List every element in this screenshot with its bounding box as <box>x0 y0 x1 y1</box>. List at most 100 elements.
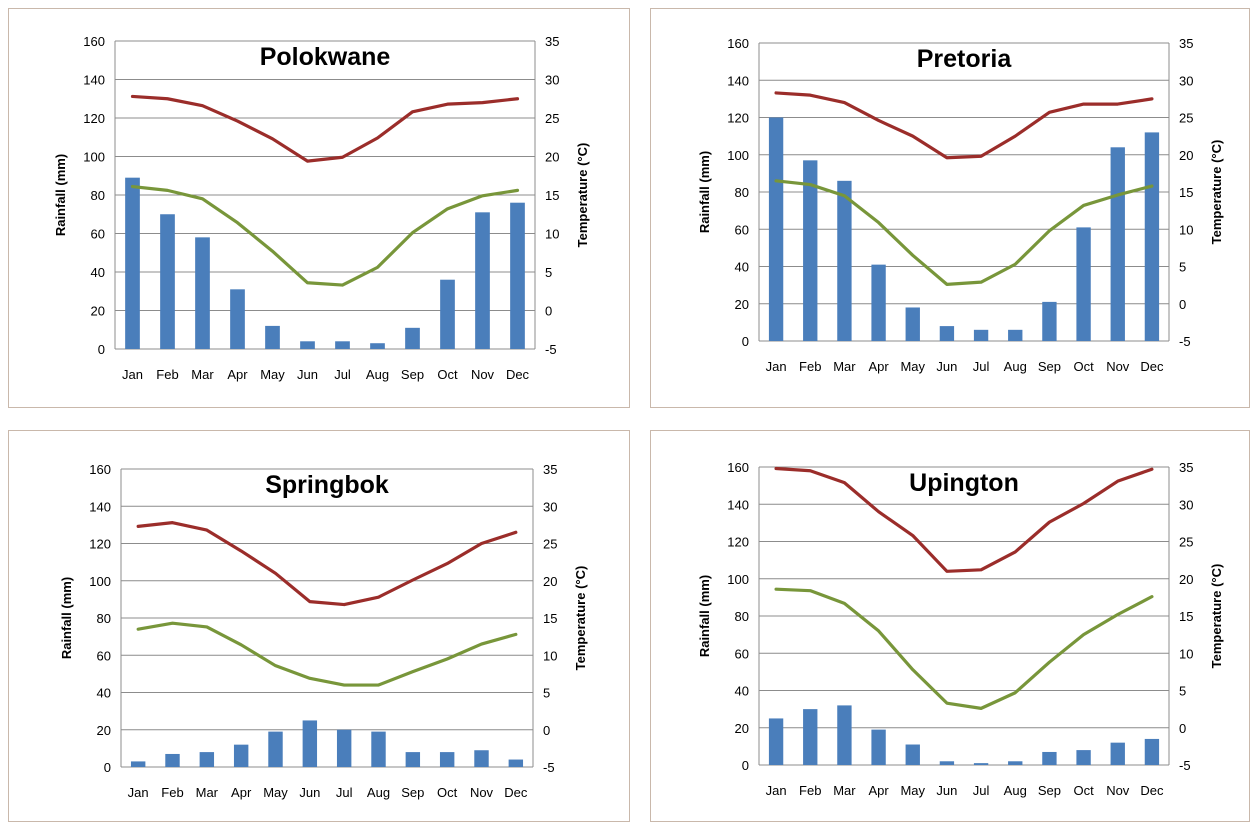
rainfall-bar <box>803 160 818 341</box>
y2-tick-label: -5 <box>543 760 555 775</box>
y-tick-label: 80 <box>735 609 749 624</box>
x-tick-label: Jul <box>336 785 353 800</box>
y-tick-label: 160 <box>727 460 749 475</box>
x-tick-label: Apr <box>227 367 248 382</box>
y-tick-label: 100 <box>89 574 111 589</box>
y-tick-label: 100 <box>727 148 749 163</box>
y-tick-label: 60 <box>91 227 105 242</box>
rainfall-bar <box>1110 147 1125 341</box>
y-tick-label: 60 <box>735 222 749 237</box>
y-tick-label: 40 <box>735 684 749 699</box>
x-tick-label: Mar <box>833 359 856 374</box>
y-tick-label: 120 <box>727 535 749 550</box>
rainfall-bar <box>973 763 989 765</box>
y2-axis-title: Temperature (°C) <box>1209 140 1224 245</box>
x-tick-label: Dec <box>1140 359 1164 374</box>
chart-panel-springbok: 0 20 40 60 80 100 120 140 160 -5 0 5 10 15 20 25 30 35 Jan… <box>8 430 630 822</box>
temperature-line <box>774 179 1154 286</box>
x-tick-label: Jan <box>766 783 787 798</box>
x-tick-label: Jun <box>936 783 957 798</box>
temperature-line <box>130 184 520 287</box>
y2-tick-label: 15 <box>1179 185 1193 200</box>
y2-tick-label: 20 <box>1179 572 1193 587</box>
rainfall-bar <box>510 202 525 349</box>
rainfall-bar <box>905 744 920 765</box>
rainfall-bar <box>768 117 784 341</box>
x-tick-label: Oct <box>437 785 458 800</box>
y2-tick-label: 30 <box>543 499 557 514</box>
y2-tick-label: 30 <box>1179 73 1193 88</box>
rainfall-bar <box>768 718 784 765</box>
rainfall-bar <box>335 341 350 349</box>
chart-polokwane: 0 20 40 60 80 100 120 140 160 -5 0 5 10 15 20 25 30 35 Jan… <box>53 34 590 382</box>
y2-tick-label: 15 <box>545 188 559 203</box>
y2-tick-label: 5 <box>1179 684 1186 699</box>
rainfall-bar <box>130 761 146 767</box>
x-tick-label: Sep <box>1038 783 1061 798</box>
x-tick-label: Aug <box>367 785 390 800</box>
x-tick-label: Jan <box>766 359 787 374</box>
temperature-line <box>774 466 1154 573</box>
chart-title: Springbok <box>265 471 389 499</box>
y-axis-title: Rainfall (mm) <box>697 151 712 233</box>
x-tick-label: Nov <box>471 367 495 382</box>
y-tick-label: 0 <box>742 334 749 349</box>
y-tick-label: 100 <box>727 572 749 587</box>
x-tick-label: Dec <box>1140 783 1164 798</box>
chart-title: Upington <box>909 469 1019 497</box>
chart-panel-polokwane: 0 20 40 60 80 100 120 140 160 -5 0 5 10 15 20 25 30 35 Jan… <box>8 8 630 408</box>
y-axis-title: Rainfall (mm) <box>53 154 68 236</box>
y2-tick-label: 20 <box>1179 148 1193 163</box>
y2-tick-label: 20 <box>543 574 557 589</box>
x-tick-label: Sep <box>1038 359 1061 374</box>
chart-panel-upington: 0 20 40 60 80 100 120 140 160 -5 0 5 10 15 20 25 30 35 Jan… <box>650 430 1250 822</box>
rainfall-bar <box>474 750 489 767</box>
x-tick-label: May <box>900 359 925 374</box>
x-tick-label: Jun <box>299 785 320 800</box>
y-tick-label: 160 <box>727 36 749 51</box>
y2-tick-label: 0 <box>1179 721 1186 736</box>
y-tick-label: 20 <box>91 304 105 319</box>
y-tick-label: 40 <box>91 265 105 280</box>
y2-axis-title: Temperature (°C) <box>1209 564 1224 669</box>
x-tick-label: Aug <box>366 367 389 382</box>
rainfall-bar <box>336 729 352 767</box>
rainfall-bar <box>265 325 280 349</box>
x-tick-label: Aug <box>1004 359 1027 374</box>
rainfall-bar <box>905 307 920 341</box>
chart-panel-pretoria: 0 20 40 60 80 100 120 140 160 -5 0 5 10 15 20 25 30 35 Jan… <box>650 8 1250 408</box>
x-tick-label: Nov <box>1106 359 1130 374</box>
rainfall-bar <box>1008 761 1023 765</box>
y2-tick-label: 25 <box>545 111 559 126</box>
y-tick-label: 60 <box>97 648 111 663</box>
y-tick-label: 80 <box>97 611 111 626</box>
y2-tick-label: 15 <box>1179 609 1193 624</box>
rainfall-bar <box>230 289 245 349</box>
x-tick-label: Apr <box>868 359 889 374</box>
y2-tick-label: 5 <box>543 686 550 701</box>
y2-tick-label: 0 <box>545 304 552 319</box>
rainfall-bar <box>125 177 140 349</box>
x-tick-label: Feb <box>161 785 183 800</box>
y-tick-label: 20 <box>735 297 749 312</box>
rainfall-bar <box>837 705 852 765</box>
y-tick-label: 140 <box>727 497 749 512</box>
temperature-line <box>774 587 1154 710</box>
rainfall-bar <box>371 731 386 767</box>
chart-springbok: 0 20 40 60 80 100 120 140 160 -5 0 5 10 15 20 25 30 35 Jan… <box>59 462 588 800</box>
y-axis-title: Rainfall (mm) <box>697 575 712 657</box>
rainfall-bar <box>939 761 955 765</box>
y2-tick-label: 10 <box>1179 222 1193 237</box>
rainfall-bar <box>508 759 524 767</box>
y2-tick-label: 25 <box>543 537 557 552</box>
y-tick-label: 80 <box>91 188 105 203</box>
rainfall-bar <box>302 720 318 767</box>
y2-tick-label: 10 <box>545 227 559 242</box>
rainfall-bar <box>871 264 886 341</box>
y2-tick-label: 30 <box>545 73 559 88</box>
y-tick-label: 40 <box>97 686 111 701</box>
x-tick-label: Mar <box>191 367 214 382</box>
y-axis-title: Rainfall (mm) <box>59 577 74 659</box>
chart-title: Pretoria <box>917 45 1013 73</box>
rainfall-bar <box>871 729 886 765</box>
